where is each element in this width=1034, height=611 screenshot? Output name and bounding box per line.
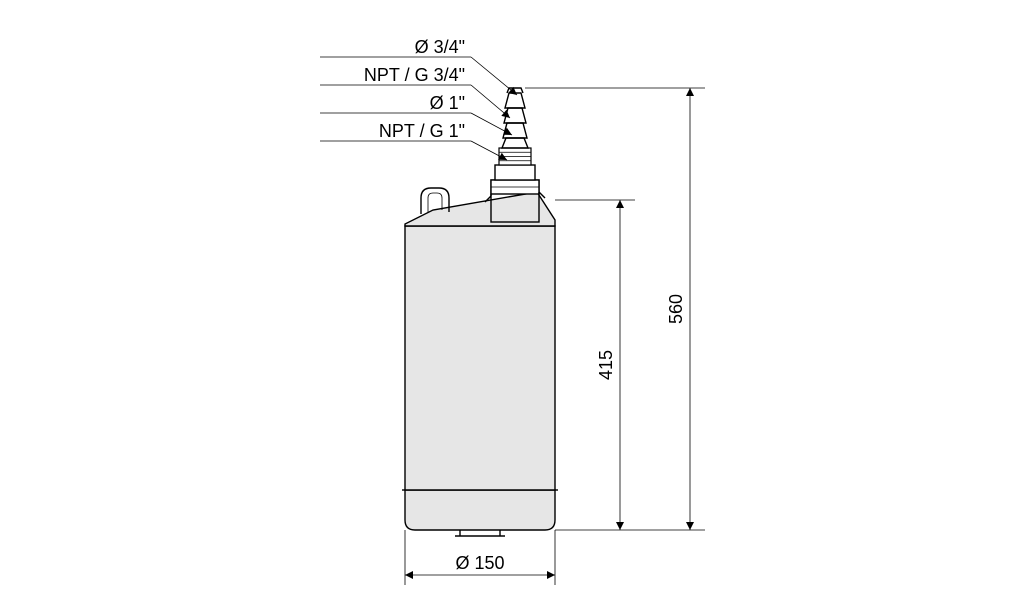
dim-height-total: 560 (666, 294, 686, 324)
callout-nptg34: NPT / G 3/4" (364, 65, 465, 85)
callout-diam1: Ø 1" (430, 93, 465, 113)
dim-height-body: 415 (596, 350, 616, 380)
dim-width: Ø 150 (455, 553, 504, 573)
callout-nptg1: NPT / G 1" (379, 121, 465, 141)
callout-diam34: Ø 3/4" (415, 37, 465, 57)
